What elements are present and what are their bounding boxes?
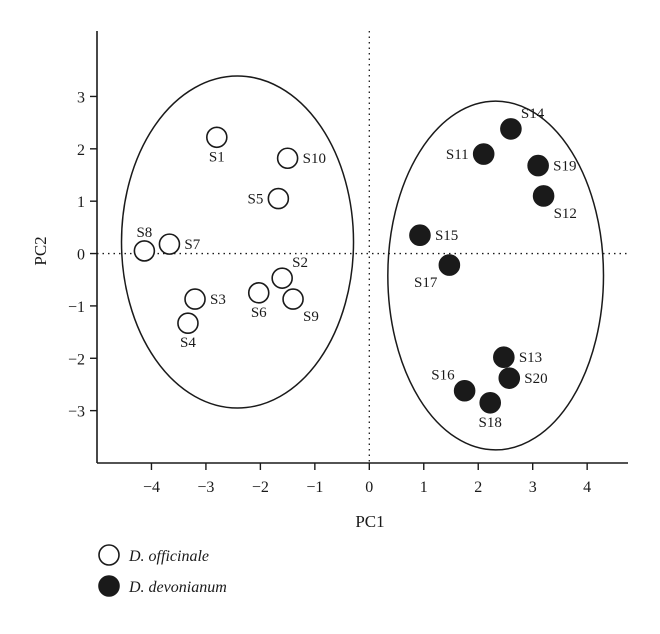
point-s18 — [479, 391, 502, 414]
ellipse-layer — [120, 75, 605, 451]
point-label-s15: S15 — [435, 228, 458, 244]
point-s13 — [493, 346, 515, 369]
point-s4 — [177, 312, 199, 334]
point-label-s8: S8 — [136, 225, 152, 241]
point-s19 — [527, 154, 549, 177]
point-label-s3: S3 — [210, 292, 226, 308]
x-tick-label: 0 — [365, 479, 373, 496]
point-s10 — [276, 147, 299, 170]
point-label-s19: S19 — [553, 159, 576, 175]
y-axis-label: PC2 — [31, 236, 50, 265]
point-s1 — [206, 126, 228, 149]
point-label-s9: S9 — [303, 309, 319, 325]
point-s7 — [158, 233, 181, 255]
point-s14 — [500, 118, 522, 140]
point-s20 — [498, 367, 521, 389]
x-tick-label: 1 — [420, 479, 428, 496]
legend-label-d-officinale: D. officinale — [128, 548, 209, 565]
legend-marker-open-circle — [98, 544, 120, 566]
point-s9 — [282, 288, 304, 310]
y-tick-label: 3 — [77, 89, 85, 106]
point-label-s20: S20 — [524, 371, 547, 387]
legend-label-d-devonianum: D. devonianum — [128, 579, 227, 596]
x-tick-label: −4 — [143, 479, 160, 496]
point-label-s6: S6 — [251, 305, 267, 321]
point-label-s4: S4 — [180, 335, 196, 351]
point-label-s13: S13 — [519, 350, 542, 366]
point-label-s12: S12 — [554, 206, 577, 222]
x-tick-label: −3 — [197, 479, 214, 496]
x-tick-label: −1 — [306, 479, 323, 496]
point-s8 — [133, 240, 156, 262]
point-label-s5: S5 — [248, 192, 264, 208]
legend-marker-filled-circle — [98, 575, 120, 597]
point-s17 — [438, 254, 461, 276]
point-label-s17: S17 — [414, 275, 438, 291]
y-tick-label: −1 — [68, 299, 85, 316]
y-tick-label: −3 — [68, 404, 85, 421]
point-s12 — [532, 185, 555, 207]
point-s3 — [184, 288, 206, 310]
point-label-s2: S2 — [292, 255, 308, 271]
point-label-s18: S18 — [479, 415, 502, 431]
x-tick-label: −2 — [252, 479, 269, 496]
cluster-ellipse-d-officinale — [120, 75, 355, 409]
point-label-s14: S14 — [521, 106, 545, 122]
y-tick-label: 0 — [77, 247, 85, 264]
x-axis-label: PC1 — [355, 512, 384, 531]
point-label-layer: S1 S2 S3 S4 S5 S6 S7 S8 S9 S10 S11 S12 S13 S14 S15 S16 S… — [136, 106, 576, 431]
x-tick-label: 3 — [529, 479, 537, 496]
x-tick-label: 2 — [474, 479, 482, 496]
point-label-s16: S16 — [431, 368, 455, 384]
x-tick-label: 4 — [583, 479, 591, 496]
legend-item-d-officinale: D. officinale — [98, 544, 209, 566]
y-tick-label: −2 — [68, 351, 85, 368]
y-tick-label: 1 — [77, 194, 85, 211]
point-label-s11: S11 — [446, 147, 469, 163]
point-label-s7: S7 — [184, 237, 200, 253]
axis-layer: −4 −3 −2 −1 0 1 2 3 4 −3 −2 −1 0 1 2 3 — [68, 31, 628, 496]
cluster-ellipse-d-devonianum — [387, 100, 605, 451]
point-s6 — [247, 282, 270, 304]
point-s2 — [271, 267, 293, 289]
point-s15 — [409, 224, 431, 247]
point-s5 — [267, 187, 290, 210]
legend: D. officinale D. devonianum — [98, 544, 227, 597]
legend-item-d-devonianum: D. devonianum — [98, 575, 227, 597]
point-layer — [133, 118, 555, 414]
point-label-s10: S10 — [303, 151, 326, 167]
point-s11 — [472, 143, 495, 165]
point-s16 — [453, 379, 476, 402]
point-label-s1: S1 — [209, 149, 225, 165]
zero-line-layer — [97, 31, 628, 463]
y-tick-label: 2 — [77, 142, 85, 159]
